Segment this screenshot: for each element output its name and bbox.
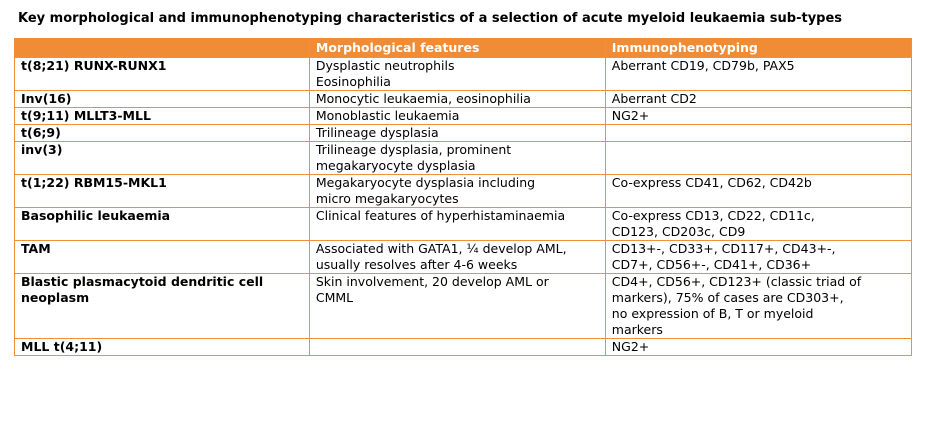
morphology-cell: Associated with GATA1, ¼ develop AML, usu… xyxy=(308,240,606,274)
table-row: t(1;22) RBM15-MKL1 Megakaryocyte dysplasi… xyxy=(14,174,913,208)
morphology-line: Trilineage dysplasia xyxy=(315,125,439,140)
document-title: Key morphological and immunophenotyping … xyxy=(18,11,843,26)
subtype-cell: TAM xyxy=(14,240,310,274)
immunophenotyping-cell xyxy=(604,141,913,175)
immunophenotyping-cell: CD4+, CD56+, CD123+ (classic triad of mar… xyxy=(604,273,913,339)
table-row: t(8;21) RUNX-RUNX1 Dysplastic neutrophils… xyxy=(14,57,913,91)
morphology-line: Clinical features of hyperhistaminaemia xyxy=(315,208,566,223)
morphology-line: Eosinophilia xyxy=(315,74,391,89)
table-row: t(9;11) MLLT3-MLL Monoblastic leukaemia NG… xyxy=(14,107,913,125)
immunophenotyping-line: NG2+ xyxy=(611,339,650,354)
immunophenotyping-cell: Aberrant CD19, CD79b, PAX5 xyxy=(604,57,913,91)
table-row: Blastic plasmacytoid dendritic cell neop… xyxy=(14,273,913,339)
subtype-cell: Inv(16) xyxy=(14,90,310,108)
morphology-line: Trilineage dysplasia, prominent xyxy=(315,142,512,157)
immunophenotyping-cell: Co-express CD41, CD62, CD42b xyxy=(604,174,913,208)
immunophenotyping-line: CD4+, CD56+, CD123+ (classic triad of xyxy=(611,274,862,289)
morphology-line: Monocytic leukaemia, eosinophilia xyxy=(315,91,531,106)
immunophenotyping-cell: Aberrant CD2 xyxy=(604,90,913,108)
subtype-cell: Basophilic leukaemia xyxy=(14,207,310,241)
morphology-cell: Dysplastic neutrophils Eosinophilia xyxy=(308,57,606,91)
table-row: inv(3) Trilineage dysplasia, prominent meg… xyxy=(14,141,913,175)
morphology-line: Dysplastic neutrophils xyxy=(315,58,455,73)
morphology-cell: Monocytic leukaemia, eosinophilia xyxy=(308,90,606,108)
immunophenotyping-line: Co-express CD13, CD22, CD11c, xyxy=(611,208,815,223)
immunophenotyping-cell: NG2+ xyxy=(604,338,913,356)
table-row: MLL t(4;11) NG2+ xyxy=(14,338,913,356)
header-immunophenotyping: Immunophenotyping xyxy=(604,38,913,58)
subtype-cell: inv(3) xyxy=(14,141,310,175)
morphology-line: CMML xyxy=(315,290,354,305)
immunophenotyping-cell: CD13+-, CD33+, CD117+, CD43+-, CD7+, CD56… xyxy=(604,240,913,274)
table-row: t(6;9) Trilineage dysplasia xyxy=(14,124,913,142)
subtype-cell: MLL t(4;11) xyxy=(14,338,310,356)
immunophenotyping-cell: NG2+ xyxy=(604,107,913,125)
immunophenotyping-line: CD7+, CD56+-, CD41+, CD36+ xyxy=(611,257,812,272)
immunophenotyping-line: markers), 75% of cases are CD303+, xyxy=(611,290,844,305)
subtype-cell: t(6;9) xyxy=(14,124,310,142)
subtype-cell: t(1;22) RBM15-MKL1 xyxy=(14,174,310,208)
immunophenotyping-line: markers xyxy=(611,322,663,337)
table-header: Morphological features Immunophenotyping xyxy=(14,38,913,58)
morphology-cell: Trilineage dysplasia xyxy=(308,124,606,142)
morphology-line: Skin involvement, 20 develop AML or xyxy=(315,274,549,289)
aml-subtypes-table: Morphological features Immunophenotyping… xyxy=(14,38,913,356)
immunophenotyping-line: no expression of B, T or myeloid xyxy=(611,306,814,321)
morphology-line: Megakaryocyte dysplasia including xyxy=(315,175,536,190)
immunophenotyping-line: CD13+-, CD33+, CD117+, CD43+-, xyxy=(611,241,836,256)
header-morphological-features: Morphological features xyxy=(308,38,606,58)
table-row: Basophilic leukaemia Clinical features of… xyxy=(14,207,913,241)
immunophenotyping-cell: Co-express CD13, CD22, CD11c, CD123, CD20… xyxy=(604,207,913,241)
immunophenotyping-line: Aberrant CD2 xyxy=(611,91,697,106)
morphology-cell: Skin involvement, 20 develop AML or CMML xyxy=(308,273,606,339)
morphology-cell: Trilineage dysplasia, prominent megakaryo… xyxy=(308,141,606,175)
table-row: TAM Associated with GATA1, ¼ develop AML,… xyxy=(14,240,913,274)
morphology-line: Associated with GATA1, ¼ develop AML, xyxy=(315,241,567,256)
morphology-line: megakaryocyte dysplasia xyxy=(315,158,476,173)
morphology-cell xyxy=(308,338,606,356)
morphology-cell: Clinical features of hyperhistaminaemia xyxy=(308,207,606,241)
header-row: Morphological features Immunophenotyping xyxy=(14,38,913,58)
immunophenotyping-cell xyxy=(604,124,913,142)
morphology-cell: Monoblastic leukaemia xyxy=(308,107,606,125)
immunophenotyping-line: Aberrant CD19, CD79b, PAX5 xyxy=(611,58,795,73)
table-row: Inv(16) Monocytic leukaemia, eosinophilia… xyxy=(14,90,913,108)
immunophenotyping-line: CD123, CD203c, CD9 xyxy=(611,224,746,239)
subtype-cell: Blastic plasmacytoid dendritic cell neop… xyxy=(14,273,310,339)
header-subtype xyxy=(14,38,310,58)
immunophenotyping-line: Co-express CD41, CD62, CD42b xyxy=(611,175,812,190)
subtype-cell: t(9;11) MLLT3-MLL xyxy=(14,107,310,125)
immunophenotyping-line: NG2+ xyxy=(611,108,650,123)
morphology-line: Monoblastic leukaemia xyxy=(315,108,460,123)
morphology-line: usually resolves after 4-6 weeks xyxy=(315,257,518,272)
subtype-cell: t(8;21) RUNX-RUNX1 xyxy=(14,57,310,91)
morphology-line: micro megakaryocytes xyxy=(315,191,459,206)
morphology-cell: Megakaryocyte dysplasia including micro m… xyxy=(308,174,606,208)
table-body: t(8;21) RUNX-RUNX1 Dysplastic neutrophils… xyxy=(14,57,913,356)
